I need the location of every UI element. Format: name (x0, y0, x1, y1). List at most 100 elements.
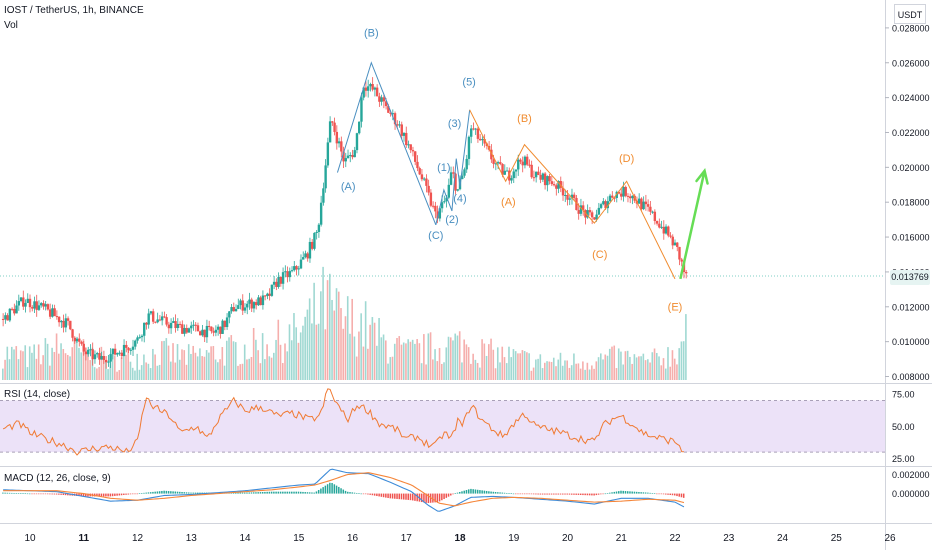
macd-histogram-bar (190, 492, 192, 494)
macd-histogram-bar (320, 488, 322, 494)
macd-histogram-bar (539, 493, 542, 495)
volume-bar (443, 362, 445, 380)
candle-body (564, 194, 567, 196)
macd-histogram-bar (490, 491, 492, 494)
candle-body (678, 246, 681, 260)
macd-histogram-bar (232, 492, 235, 494)
candle-body (279, 276, 283, 284)
volume-bar (355, 356, 358, 380)
volume-bar (257, 350, 259, 380)
volume-bar (680, 341, 683, 380)
macd-histogram-bar (138, 493, 141, 494)
candle-body (107, 361, 110, 363)
volume-bar (655, 352, 658, 380)
volume-bar (602, 359, 604, 380)
macd-histogram-bar (261, 491, 264, 494)
volume-bar (425, 364, 427, 380)
candle-body (449, 172, 453, 185)
candle-body (48, 309, 52, 317)
macd-histogram-bar (564, 493, 566, 495)
volume-bar (266, 344, 268, 380)
macd-signal-line (3, 472, 685, 507)
macd-histogram-bar (248, 492, 250, 494)
macd-histogram-bar (201, 492, 203, 494)
candle-body (521, 161, 524, 166)
macd-histogram-bar (326, 484, 329, 494)
macd-histogram-bar (362, 493, 365, 495)
macd-histogram-bar (114, 493, 116, 496)
candle-body (667, 226, 670, 236)
volume-bar (358, 331, 360, 380)
macd-histogram-bar (158, 491, 161, 494)
candle-body (517, 159, 520, 170)
volume-bar (2, 368, 4, 380)
wave-label: (4) (453, 193, 466, 205)
macd-histogram-bar (174, 491, 177, 494)
volume-bar (311, 323, 313, 380)
volume-bar (615, 368, 618, 380)
candle-body (364, 87, 368, 91)
candle-body (389, 112, 392, 114)
macd-histogram-bar (311, 492, 313, 494)
macd-histogram-bar (550, 493, 553, 495)
candle-body (420, 174, 424, 180)
impulse-wave-line (435, 109, 471, 225)
macd-histogram-bar (96, 493, 98, 497)
volume-bar (461, 362, 463, 380)
macd-histogram-bar (255, 492, 257, 494)
current-price-tag: 0.013769 (890, 270, 930, 285)
candle-body (543, 173, 547, 186)
candle-body (519, 159, 522, 162)
volume-bar (187, 344, 190, 380)
candle-body (131, 346, 135, 350)
volume-bar (116, 371, 118, 380)
volume-bar (360, 313, 362, 380)
macd-histogram-bar (680, 493, 683, 498)
macd-histogram-bar (105, 493, 107, 497)
volume-bar (622, 364, 624, 380)
macd-histogram-bar (322, 487, 324, 494)
candle-body (263, 295, 267, 297)
macd-histogram-bar (568, 493, 571, 495)
volume-bar (398, 336, 401, 380)
candle-body (626, 195, 630, 197)
volume-bar (96, 368, 98, 380)
macd-histogram-bar (199, 492, 201, 494)
macd-histogram-bar (347, 491, 349, 494)
macd-histogram-bar (530, 493, 533, 495)
time-tick-label: 11 (78, 533, 89, 544)
volume-bar (445, 347, 448, 380)
candle-body (613, 197, 616, 199)
time-tick-label: 18 (454, 533, 466, 544)
macd-histogram-bar (427, 493, 430, 503)
currency-selector[interactable]: USDT (894, 4, 926, 24)
candle-body (241, 300, 244, 311)
volume-bar (183, 350, 186, 380)
candle-body (337, 141, 341, 144)
volume-bar (349, 333, 351, 380)
candle-body (342, 151, 345, 162)
macd-histogram-bar (376, 493, 378, 497)
volume-bar (264, 359, 266, 380)
volume-bar (73, 337, 76, 380)
macd-histogram-bar (8, 492, 11, 494)
volume-bar (87, 351, 89, 380)
macd-histogram-bar (476, 489, 479, 494)
macd-histogram-bar (369, 493, 371, 495)
candle-body (503, 170, 506, 175)
volume-bar (508, 346, 510, 380)
candle-body (91, 349, 94, 360)
candle-body (259, 297, 262, 306)
volume-bar (382, 334, 385, 380)
volume-bar (335, 288, 338, 380)
candle-body (481, 139, 484, 141)
macd-histogram-bar (109, 493, 112, 497)
candle-body (629, 196, 632, 199)
candle-body (684, 272, 688, 274)
candle-body (60, 320, 63, 323)
macd-histogram-bar (302, 491, 304, 494)
candle-body (362, 87, 365, 98)
volume-bar (633, 354, 636, 380)
macd-histogram-bar (501, 492, 504, 494)
